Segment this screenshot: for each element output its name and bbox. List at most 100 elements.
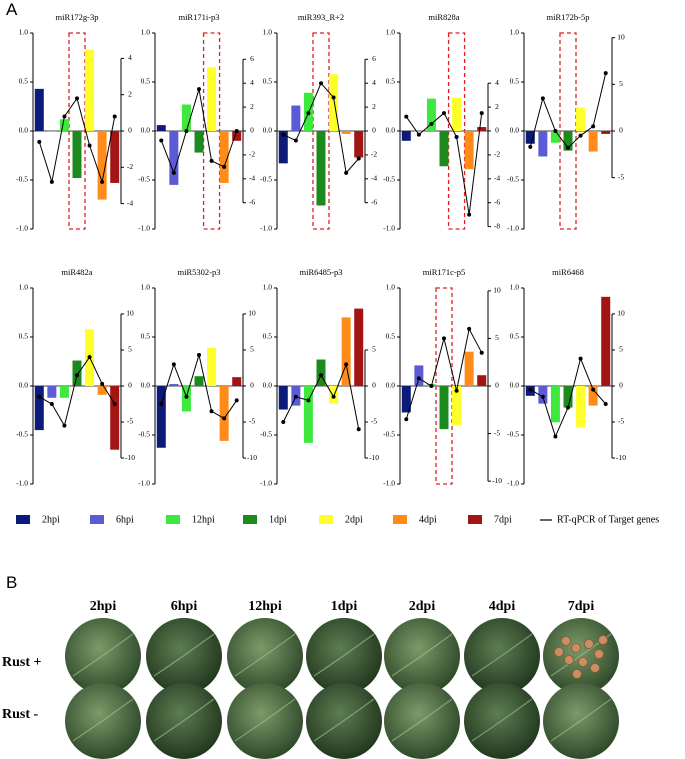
charts: miR172g-3p1.00.50.0-0.5-1.0420-2-4miR171…	[16, 12, 626, 488]
target-point	[234, 129, 239, 133]
y-tick-label: 1.0	[386, 28, 396, 37]
target-point	[454, 388, 459, 393]
y-tick-label: 1.0	[510, 28, 520, 37]
y-tick-label: 1.0	[510, 283, 520, 292]
target-point	[49, 179, 54, 184]
legend-label: 12hpi	[192, 514, 215, 525]
y-tick-label: 1.0	[263, 28, 273, 37]
y2-tick-label: -4	[249, 174, 255, 183]
y2-tick-label: 10	[617, 309, 625, 318]
bar	[341, 317, 351, 386]
rust-spot	[590, 663, 600, 673]
chart-title: miR393_R+2	[298, 12, 344, 22]
y-tick-label: -0.5	[16, 175, 28, 184]
bar	[414, 131, 424, 132]
y-tick-label: 0.5	[386, 332, 396, 341]
y-tick-label: -1.0	[260, 479, 272, 488]
chart: miR171c-p5 1.0 0.5 0.0 -0.5 -1.0 10 5 0 -5 -10	[383, 267, 502, 488]
y2-tick-label: -6	[494, 197, 500, 206]
target-point	[331, 95, 336, 100]
target-point	[331, 394, 336, 399]
target-point	[49, 402, 54, 407]
chart: miR6468 1.0 0.5 0.0 -0.5 -1.0 10 5 0 -5 -10	[507, 267, 626, 488]
panel-label: B	[6, 573, 17, 592]
y-tick-label: 0.0	[510, 126, 520, 135]
target-point	[37, 139, 42, 144]
bar	[452, 386, 462, 426]
bar	[401, 131, 411, 141]
y2-tick-label: -6	[371, 197, 377, 206]
bar	[538, 131, 548, 157]
leaf-vein	[391, 698, 453, 742]
y2-tick-label: 0	[128, 126, 132, 135]
bar	[439, 386, 449, 430]
y-tick-label: 0.5	[141, 77, 151, 86]
bar	[110, 386, 120, 450]
target-point	[112, 402, 117, 407]
y2-tick-label: 5	[372, 345, 376, 354]
rust-spot	[598, 635, 608, 645]
y2-tick-label: 4	[372, 78, 376, 87]
bar	[47, 131, 57, 132]
y-tick-label: -0.5	[138, 175, 150, 184]
target-point	[62, 423, 67, 428]
y2-tick-label: 5	[619, 345, 623, 354]
y2-tick-label: 6	[250, 54, 254, 63]
y-tick-label: -0.5	[507, 175, 519, 184]
bar	[576, 386, 586, 428]
target-point	[209, 409, 214, 414]
y-tick-label: -0.5	[16, 430, 28, 439]
target-point	[171, 170, 176, 175]
legend-label: 2dpi	[345, 514, 363, 525]
y2-tick-label: -10	[125, 453, 135, 462]
y2-tick-label: -5	[249, 417, 255, 426]
target-point	[603, 402, 608, 407]
bar	[207, 67, 217, 131]
target-point	[566, 405, 570, 410]
target-point	[528, 144, 533, 149]
y-tick-label: -0.5	[383, 175, 395, 184]
y-tick-label: -0.5	[138, 430, 150, 439]
bar	[563, 131, 573, 151]
leaf-vein	[471, 633, 533, 677]
highlight-box	[447, 32, 466, 230]
y2-tick-label: 4	[128, 53, 132, 62]
y-tick-label: 0.0	[19, 381, 29, 390]
rust-spot	[554, 647, 564, 657]
y2-tick-label: 10	[126, 309, 134, 318]
chart-title: miR5302-p3	[178, 267, 221, 277]
bar	[550, 386, 560, 423]
y-tick-label: -1.0	[383, 479, 395, 488]
chart-title: miR171c-p5	[423, 267, 466, 277]
target-point	[62, 114, 67, 119]
y-tick-label: -0.5	[383, 430, 395, 439]
bar	[85, 49, 95, 131]
panel-label: A	[6, 0, 18, 19]
target-point	[578, 133, 583, 138]
y-tick-label: 0.0	[263, 381, 273, 390]
y2-tick-label: 2	[128, 89, 132, 98]
bar	[181, 104, 191, 131]
rust-spot	[571, 643, 581, 653]
bar	[464, 131, 474, 170]
chart: miR393_R+2 1.0 0.5 0.0 -0.5 -1.0 6 4 2 0 -2 -4 -6	[260, 12, 377, 233]
bar	[401, 386, 411, 413]
chart-title: miR6485-p3	[300, 267, 343, 277]
y2-tick-label: 0	[128, 381, 132, 390]
y2-tick-label: -5	[494, 428, 500, 437]
bar	[169, 384, 179, 386]
legend-swatch	[166, 515, 180, 524]
y-tick-label: 0.5	[263, 332, 273, 341]
bar	[316, 131, 326, 206]
bar	[525, 131, 535, 144]
bar	[477, 127, 487, 131]
target-point	[540, 394, 545, 399]
rust-spot	[572, 669, 582, 679]
y-tick-label: 0.0	[510, 381, 520, 390]
bar	[194, 131, 204, 153]
target-point	[281, 132, 286, 137]
target-point	[603, 71, 608, 76]
chart: miR482a 1.0 0.5 0.0 -0.5 -1.0 10 5 0 -5 -10	[16, 267, 135, 488]
y2-tick-label: -5	[371, 417, 377, 426]
